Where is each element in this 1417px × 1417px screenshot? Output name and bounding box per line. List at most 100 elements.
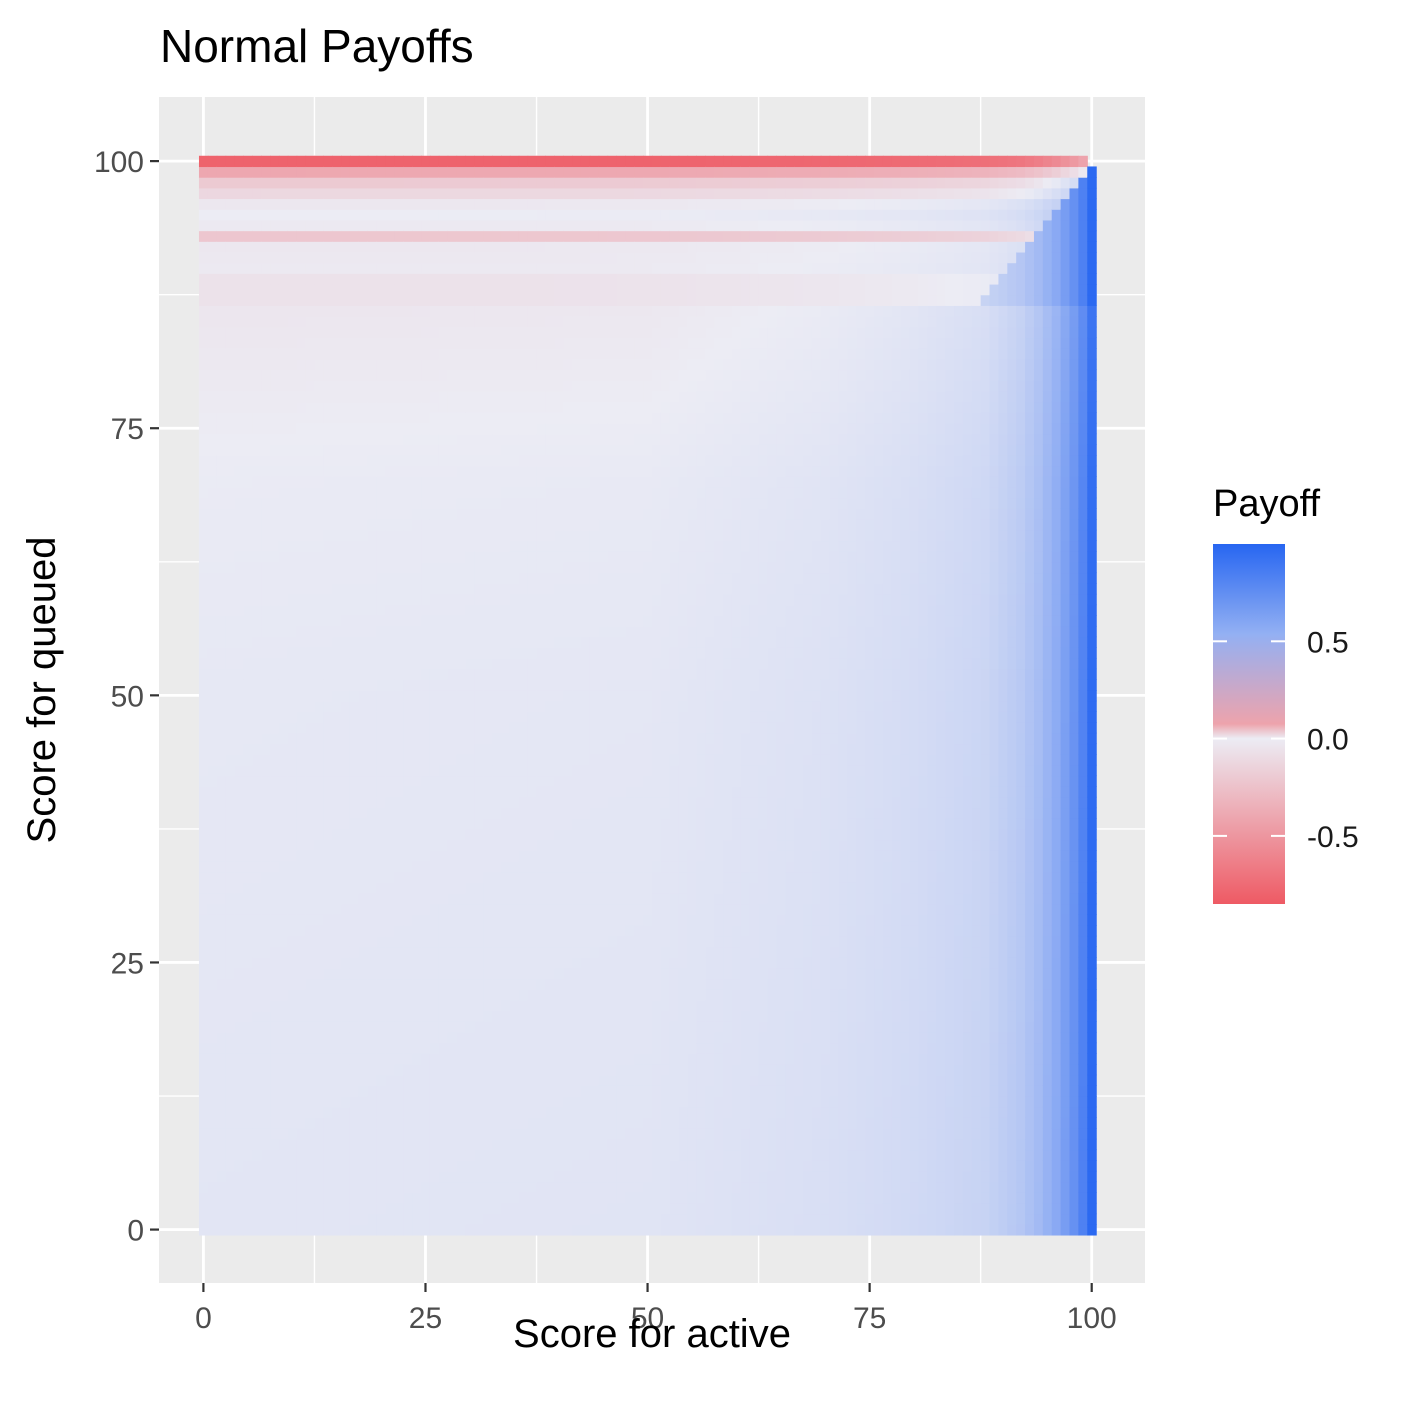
heatmap-cell — [509, 1192, 520, 1204]
heatmap-cell — [305, 914, 316, 926]
heatmap-cell — [474, 668, 484, 680]
heatmap-cell — [287, 668, 298, 680]
heatmap-cell — [500, 465, 511, 477]
heatmap-cell — [554, 871, 564, 883]
heatmap-cell — [589, 711, 600, 723]
heatmap-cell — [412, 743, 422, 755]
heatmap-cell — [198, 764, 209, 777]
heatmap-cell — [243, 1213, 253, 1225]
heatmap-cell — [456, 1117, 467, 1129]
heatmap-cell — [474, 1053, 484, 1065]
heatmap-cell — [394, 380, 404, 392]
heatmap-cell — [483, 690, 493, 702]
heatmap-cell — [412, 444, 422, 456]
heatmap-cell — [243, 871, 253, 883]
heatmap-cell — [332, 433, 342, 445]
heatmap-cell — [465, 1106, 475, 1118]
heatmap-cell — [412, 722, 422, 734]
heatmap-cell — [252, 486, 262, 499]
heatmap-cell — [500, 519, 511, 531]
heatmap-cell — [483, 412, 493, 424]
heatmap-cell — [349, 1010, 360, 1022]
heatmap-cell — [483, 401, 493, 413]
heatmap-cell — [500, 251, 511, 264]
heatmap-cell — [589, 1063, 600, 1076]
heatmap-cell — [554, 593, 564, 606]
heatmap-cell — [358, 166, 369, 178]
heatmap-cell — [536, 1074, 547, 1086]
heatmap-cell — [394, 1106, 404, 1118]
heatmap-cell — [483, 860, 493, 873]
heatmap-cell — [207, 1192, 218, 1204]
heatmap-cell — [403, 657, 413, 670]
heatmap-cell — [527, 230, 538, 242]
heatmap-cell — [394, 486, 404, 499]
heatmap-cell — [518, 978, 529, 990]
heatmap-cell — [536, 486, 547, 499]
heatmap-cell — [207, 561, 218, 574]
heatmap-cell — [376, 764, 387, 777]
heatmap-cell — [207, 657, 218, 670]
heatmap-cell — [367, 283, 378, 296]
heatmap-cell — [456, 711, 467, 723]
heatmap-cell — [580, 935, 591, 948]
heatmap-cell — [207, 358, 218, 371]
heatmap-cell — [518, 1149, 529, 1161]
heatmap-cell — [403, 786, 413, 798]
heatmap-cell — [456, 551, 467, 563]
heatmap-cell — [412, 914, 422, 926]
heatmap-cell — [438, 401, 449, 413]
heatmap-cell — [421, 412, 431, 424]
heatmap-cell — [607, 519, 618, 531]
heatmap-cell — [207, 615, 218, 627]
heatmap-cell — [225, 465, 236, 477]
heatmap-cell — [207, 764, 218, 777]
heatmap-cell — [412, 316, 422, 328]
heatmap-cell — [518, 401, 529, 413]
heatmap-cell — [341, 251, 351, 264]
heatmap-cell — [607, 465, 618, 477]
heatmap-cell — [465, 1053, 475, 1065]
heatmap-cell — [358, 839, 369, 851]
heatmap-cell — [421, 967, 431, 980]
heatmap-cell — [403, 690, 413, 702]
heatmap-cell — [332, 1213, 342, 1225]
heatmap-cell — [314, 358, 324, 371]
heatmap-cell — [349, 711, 360, 723]
heatmap-cell — [243, 1128, 253, 1140]
heatmap-cell — [385, 412, 395, 424]
heatmap-cell — [563, 871, 573, 883]
heatmap-cell — [527, 796, 538, 809]
heatmap-cell — [580, 283, 591, 296]
heatmap-cell — [376, 230, 387, 242]
heatmap-cell — [412, 369, 422, 381]
heatmap-cell — [421, 925, 431, 937]
heatmap-cell — [349, 316, 360, 328]
heatmap-cell — [349, 732, 360, 745]
heatmap-cell — [545, 422, 555, 435]
heatmap-cell — [385, 486, 395, 499]
heatmap-cell — [527, 818, 538, 830]
heatmap-cell — [278, 422, 289, 435]
heatmap-cell — [465, 786, 475, 798]
heatmap-cell — [323, 540, 333, 552]
heatmap-cell — [500, 828, 511, 841]
heatmap-cell — [234, 700, 244, 712]
heatmap-cell — [536, 722, 547, 734]
heatmap-cell — [616, 978, 626, 990]
heatmap-cell — [580, 1053, 591, 1065]
heatmap-cell — [465, 305, 475, 317]
heatmap-cell — [278, 711, 289, 723]
heatmap-cell — [509, 1010, 520, 1022]
heatmap-cell — [234, 1160, 244, 1172]
heatmap-cell — [616, 1202, 626, 1215]
heatmap-cell — [545, 551, 555, 563]
heatmap-cell — [456, 1138, 467, 1151]
heatmap-cell — [385, 1117, 395, 1129]
heatmap-cell — [314, 946, 324, 958]
heatmap-cell — [429, 444, 440, 456]
heatmap-cell — [518, 893, 529, 905]
heatmap-cell — [438, 230, 449, 242]
heatmap-cell — [580, 497, 591, 509]
heatmap-cell — [536, 519, 547, 531]
